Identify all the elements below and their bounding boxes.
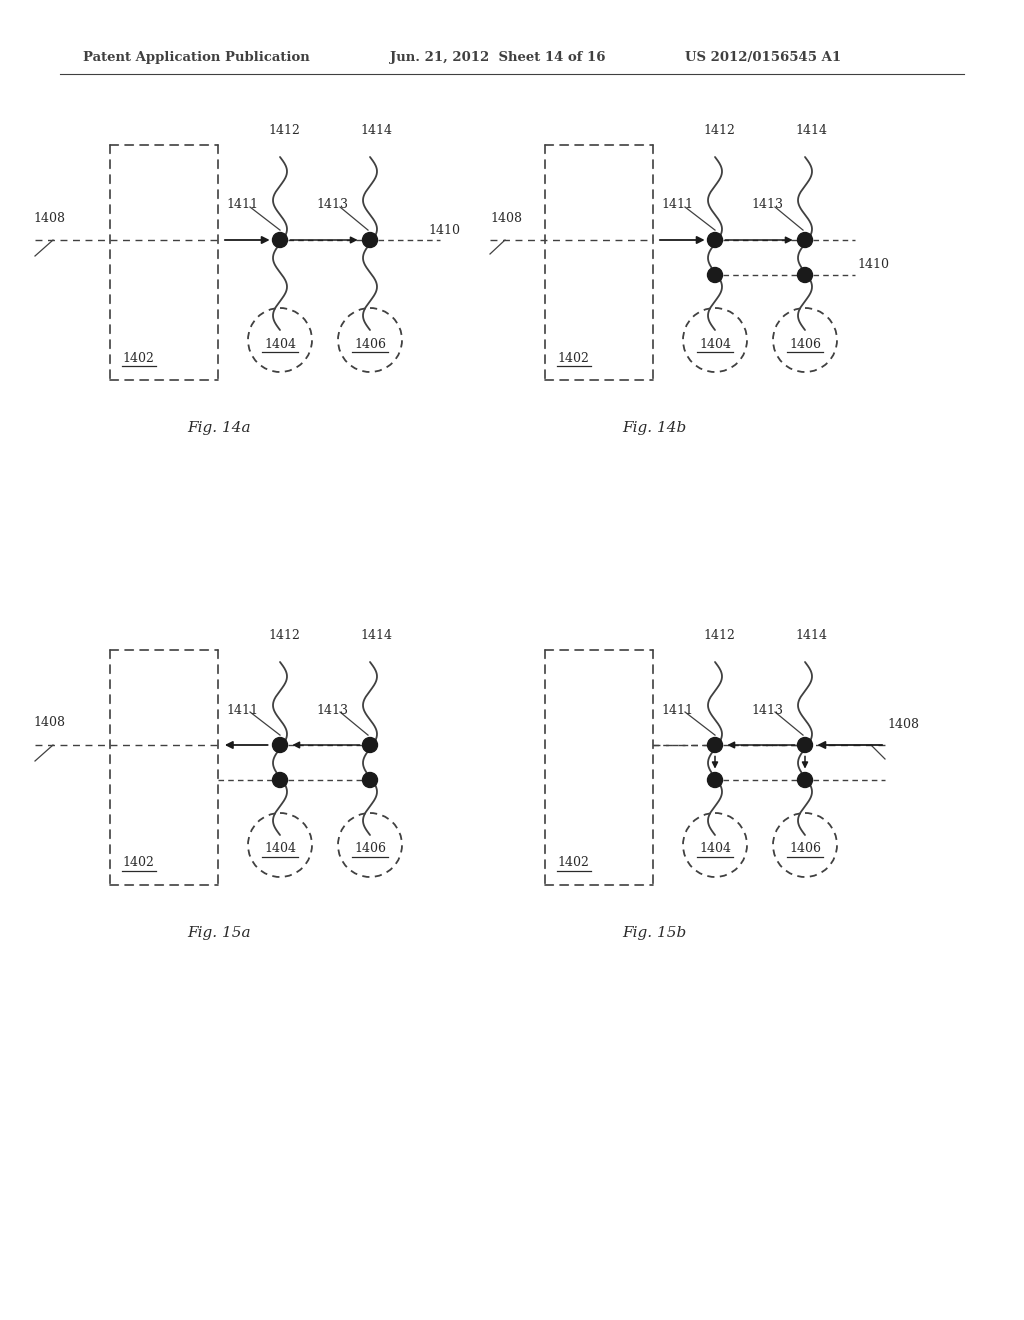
Text: 1413: 1413 — [751, 198, 783, 211]
Text: Fig. 15b: Fig. 15b — [622, 927, 686, 940]
Text: 1413: 1413 — [316, 198, 348, 211]
Text: 1408: 1408 — [490, 211, 522, 224]
Circle shape — [708, 738, 723, 752]
Text: 1411: 1411 — [226, 704, 258, 717]
Circle shape — [798, 268, 812, 282]
Text: 1410: 1410 — [428, 223, 460, 236]
Circle shape — [362, 772, 378, 788]
Text: 1404: 1404 — [699, 338, 731, 351]
Text: 1412: 1412 — [703, 630, 735, 642]
Circle shape — [798, 232, 812, 248]
Circle shape — [708, 772, 723, 788]
Text: 1412: 1412 — [703, 124, 735, 137]
Text: 1411: 1411 — [662, 198, 693, 211]
Text: 1413: 1413 — [751, 704, 783, 717]
Text: 1406: 1406 — [790, 842, 821, 855]
Text: Fig. 14b: Fig. 14b — [622, 421, 686, 436]
Circle shape — [798, 772, 812, 788]
Text: 1414: 1414 — [795, 630, 827, 642]
Circle shape — [272, 232, 288, 248]
Text: 1402: 1402 — [557, 351, 589, 364]
Text: 1402: 1402 — [122, 351, 154, 364]
Circle shape — [708, 232, 723, 248]
Text: 1410: 1410 — [857, 259, 889, 272]
Text: 1404: 1404 — [264, 842, 296, 855]
Circle shape — [362, 738, 378, 752]
Text: 1414: 1414 — [360, 630, 392, 642]
Text: 1404: 1404 — [699, 842, 731, 855]
Circle shape — [798, 738, 812, 752]
Text: 1411: 1411 — [226, 198, 258, 211]
Text: 1412: 1412 — [268, 124, 300, 137]
Text: 1413: 1413 — [316, 704, 348, 717]
Text: 1406: 1406 — [354, 338, 386, 351]
Text: 1408: 1408 — [33, 211, 65, 224]
Text: 1402: 1402 — [557, 857, 589, 870]
Text: 1411: 1411 — [662, 704, 693, 717]
Text: 1414: 1414 — [360, 124, 392, 137]
Circle shape — [272, 772, 288, 788]
Text: US 2012/0156545 A1: US 2012/0156545 A1 — [685, 51, 841, 65]
Circle shape — [708, 268, 723, 282]
Text: 1408: 1408 — [33, 717, 65, 730]
Text: 1414: 1414 — [795, 124, 827, 137]
Text: Jun. 21, 2012  Sheet 14 of 16: Jun. 21, 2012 Sheet 14 of 16 — [390, 51, 605, 65]
Text: 1402: 1402 — [122, 857, 154, 870]
Text: 1406: 1406 — [790, 338, 821, 351]
Text: 1412: 1412 — [268, 630, 300, 642]
Text: Fig. 14a: Fig. 14a — [187, 421, 251, 436]
Text: 1406: 1406 — [354, 842, 386, 855]
Circle shape — [362, 232, 378, 248]
Text: 1404: 1404 — [264, 338, 296, 351]
Text: Patent Application Publication: Patent Application Publication — [83, 51, 309, 65]
Circle shape — [272, 738, 288, 752]
Text: Fig. 15a: Fig. 15a — [187, 927, 251, 940]
Text: 1408: 1408 — [887, 718, 919, 731]
